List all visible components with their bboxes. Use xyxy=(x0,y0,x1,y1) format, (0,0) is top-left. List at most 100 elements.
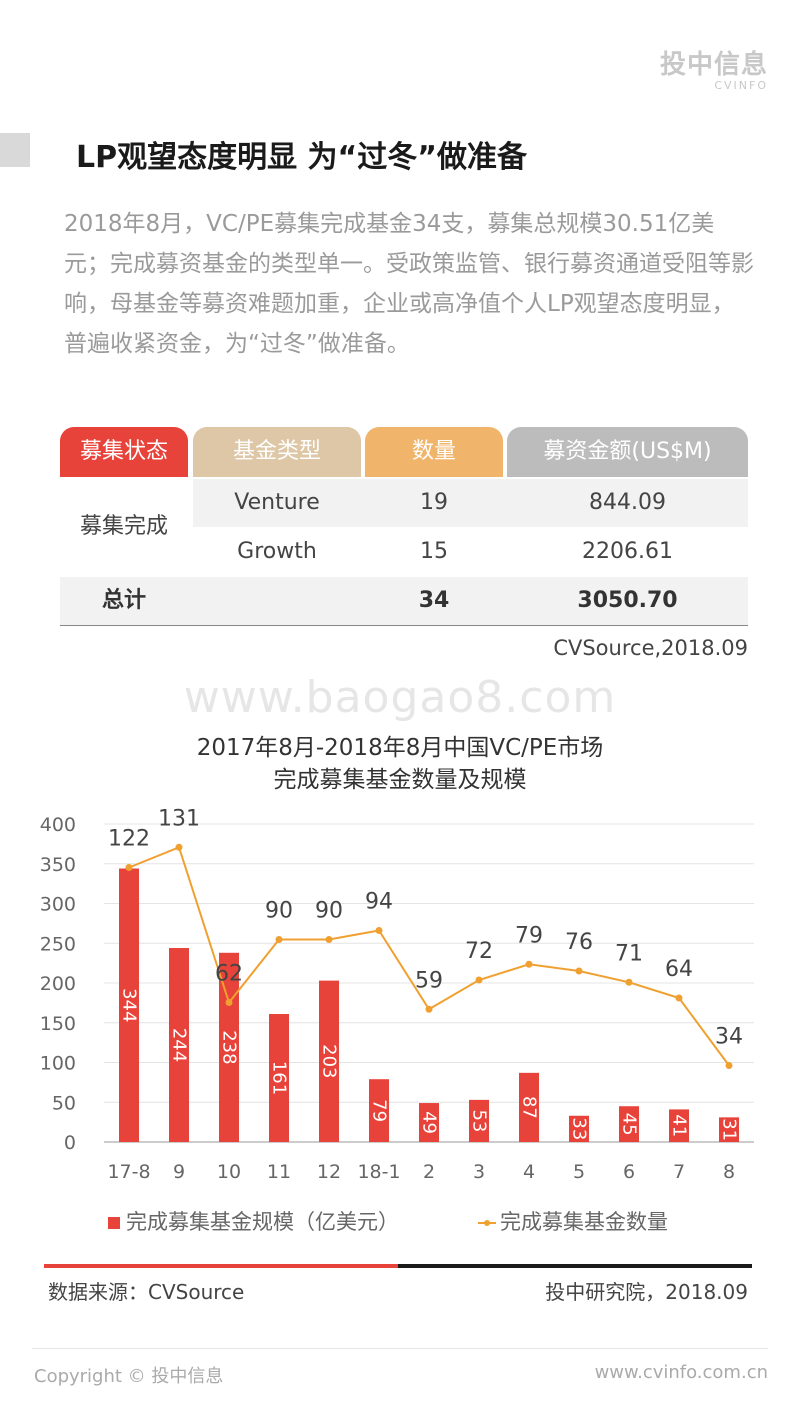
line-value-label: 90 xyxy=(265,899,293,924)
y-tick-label: 150 xyxy=(40,1013,76,1035)
line-point xyxy=(225,999,233,1007)
fund-table: 募集状态 基金类型 数量 募资金额(US$M) 募集完成 Venture 19 … xyxy=(60,427,748,626)
page-title: LP观望态度明显 为“过冬”做准备 xyxy=(76,140,527,175)
bar xyxy=(269,1014,289,1142)
cell-total-amount: 3050.70 xyxy=(577,588,678,613)
y-tick-label: 350 xyxy=(40,854,76,876)
bar xyxy=(169,948,189,1142)
bar-value-label: 31 xyxy=(719,1118,740,1141)
y-tick-label: 250 xyxy=(40,933,76,955)
footer-source: 数据来源：CVSource xyxy=(48,1280,245,1304)
bar xyxy=(669,1109,689,1142)
line-value-label: 90 xyxy=(315,899,343,924)
x-tick-label: 9 xyxy=(173,1161,185,1183)
y-tick-label: 0 xyxy=(64,1132,76,1154)
legend-line-label: 完成募集基金数量 xyxy=(500,1210,668,1234)
line-value-label: 131 xyxy=(158,806,200,831)
x-tick-label: 18-1 xyxy=(357,1161,400,1183)
bar xyxy=(569,1115,589,1142)
x-tick-label: 5 xyxy=(573,1161,585,1183)
row-bg-venture xyxy=(193,479,748,527)
x-tick-label: 10 xyxy=(217,1161,241,1183)
header-status: 募集状态 xyxy=(60,427,188,477)
chart-title-line2: 完成募集基金数量及规模 xyxy=(273,767,527,793)
line-value-label: 72 xyxy=(465,939,493,964)
cell-count-growth: 15 xyxy=(420,539,448,564)
cell-total-label: 总计 xyxy=(101,588,146,613)
cell-type-growth: Growth xyxy=(237,539,317,564)
header-amount: 募资金额(US$M) xyxy=(507,427,748,477)
x-tick-label: 2 xyxy=(423,1161,435,1183)
table-body: 募集完成 Venture 19 844.09 Growth 15 2206.61… xyxy=(60,477,748,626)
bar xyxy=(519,1072,539,1142)
line-point xyxy=(425,1005,433,1013)
x-tick-label: 7 xyxy=(673,1161,685,1183)
intro-paragraph: 2018年8月，VC/PE募集完成基金34支，募集总规模30.51亿美元；完成募… xyxy=(64,211,754,357)
line-point xyxy=(625,978,633,986)
line-value-label: 94 xyxy=(365,890,393,915)
x-tick-label: 17-8 xyxy=(107,1161,150,1183)
cell-amount-growth: 2206.61 xyxy=(582,539,673,564)
site-url: www.cvinfo.com.cn xyxy=(594,1362,768,1383)
line-point xyxy=(175,843,183,851)
cell-count-venture: 19 xyxy=(420,490,448,515)
x-tick-label: 4 xyxy=(523,1161,535,1183)
bar xyxy=(619,1106,639,1142)
line-point xyxy=(275,936,283,944)
x-tick-label: 11 xyxy=(267,1161,291,1183)
bar xyxy=(219,952,239,1142)
line-value-label: 79 xyxy=(515,923,543,948)
x-tick-label: 12 xyxy=(317,1161,341,1183)
bar xyxy=(469,1099,489,1142)
x-tick-label: 3 xyxy=(473,1161,485,1183)
legend-bar-label: 完成募集基金规模（亿美元） xyxy=(126,1210,399,1234)
bar xyxy=(369,1079,389,1142)
line-value-label: 34 xyxy=(715,1025,743,1050)
footer-rule-red xyxy=(44,1264,398,1268)
bar-value-label: 79 xyxy=(369,1099,390,1122)
bar-value-label: 244 xyxy=(169,1028,190,1062)
footer-rule-dark xyxy=(398,1264,752,1268)
bar-value-label: 49 xyxy=(419,1111,440,1134)
bar-value-label: 344 xyxy=(119,988,140,1022)
line-value-label: 76 xyxy=(565,930,593,955)
line-value-label: 122 xyxy=(108,827,150,852)
row-bg-total xyxy=(60,577,748,625)
line-point xyxy=(675,994,683,1002)
bar-value-label: 87 xyxy=(519,1096,540,1119)
bar xyxy=(119,868,139,1142)
header-count: 数量 xyxy=(365,427,503,477)
table-source: CVSource,2018.09 xyxy=(553,636,748,660)
bar-value-label: 45 xyxy=(619,1113,640,1136)
watermark: www.baogao8.com xyxy=(183,672,617,723)
bar xyxy=(719,1117,739,1142)
line-point xyxy=(475,976,483,984)
y-tick-label: 200 xyxy=(40,973,76,995)
legend-bar-swatch xyxy=(108,1217,120,1229)
title-accent-bar xyxy=(0,133,30,167)
footer-divider xyxy=(32,1348,768,1349)
cell-amount-venture: 844.09 xyxy=(589,490,666,515)
bar-value-label: 238 xyxy=(218,1030,239,1064)
y-tick-label: 100 xyxy=(40,1053,76,1075)
x-tick-label: 8 xyxy=(723,1161,735,1183)
line-point xyxy=(725,1062,733,1070)
line-point xyxy=(375,927,383,935)
cell-status: 募集完成 xyxy=(79,514,168,539)
x-tick-label: 6 xyxy=(623,1161,635,1183)
line-point xyxy=(575,967,583,975)
header-type: 基金类型 xyxy=(193,427,361,477)
line-value-label: 59 xyxy=(415,968,443,993)
line-value-label: 62 xyxy=(215,962,243,987)
line-point xyxy=(325,936,333,944)
cell-type-venture: Venture xyxy=(234,490,320,515)
table-bottom-rule xyxy=(60,625,748,626)
legend-bar: 完成募集基金规模（亿美元） xyxy=(108,1206,399,1236)
line-point xyxy=(125,864,133,872)
brand-logo: 投中信息 CVINFO xyxy=(660,44,768,92)
bar-value-label: 33 xyxy=(569,1117,590,1140)
y-tick-label: 50 xyxy=(52,1092,76,1114)
table-header: 募集状态 基金类型 数量 募资金额(US$M) xyxy=(60,427,748,477)
chart-title-line1: 2017年8月-2018年8月中国VC/PE市场 xyxy=(196,735,604,761)
